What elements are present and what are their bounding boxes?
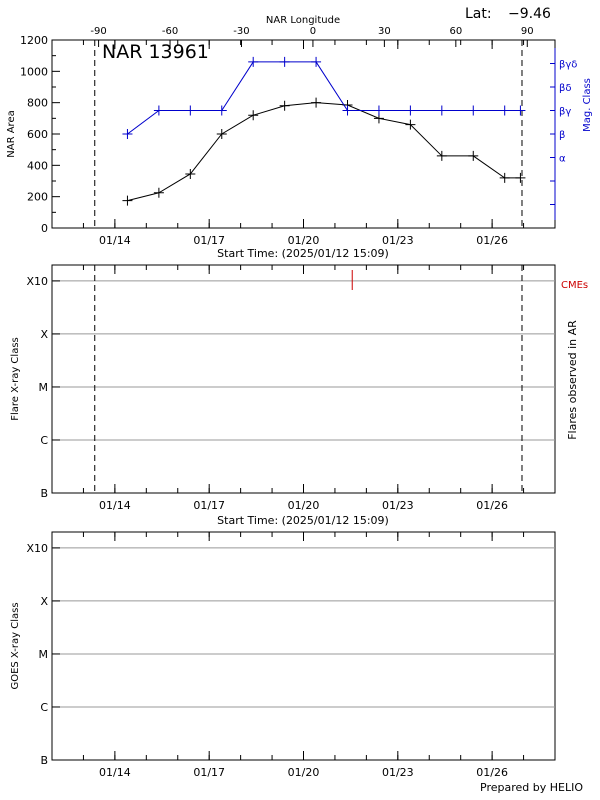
panel1-y-tick-label: 800 [27,97,48,110]
series-1-point [153,105,164,116]
panel1-y-tick-label: 200 [27,191,48,204]
series-1-line [127,61,521,135]
panel2-right-ylabel: Flares observed in AR [566,320,579,440]
panel3-class-label: X10 [26,542,48,555]
panel1-x-tick-label: 01/20 [288,234,320,247]
footer-credit: Prepared by HELIO [480,781,583,794]
series-1-point [468,105,479,116]
series-1-point [185,105,196,116]
lat-value: −9.46 [508,6,551,22]
panel3-class-label: M [39,648,49,661]
panel1-y-tick-label: 1200 [20,34,48,47]
panel1-mag-class-label: βδ [559,83,572,94]
series-1-point [216,105,227,116]
panel3-class-label: X [40,595,48,608]
series-0-point [515,172,526,183]
series-0-line [127,102,521,202]
series-0-point [279,100,290,111]
series-0-point [311,97,322,108]
panel1-title: NAR 13961 [102,41,209,63]
series-0-point [185,168,196,179]
series-1-point [311,56,322,67]
panel1-lon-tick-label: 60 [449,26,462,37]
panel1-lon-tick-label: -30 [233,26,249,37]
panel1-xlabel: Start Time: (2025/01/12 15:09) [217,247,389,260]
panel2-class-label: X [40,328,48,341]
panel2-x-tick-label: 01/23 [382,499,414,512]
panel1-lon-tick-label: 90 [521,26,534,37]
panel1-x-tick-label: 01/26 [476,234,508,247]
panel3-x-tick-label: 01/14 [99,766,131,779]
panel2-x-tick-label: 01/17 [193,499,225,512]
panel2-class-label: C [40,434,48,447]
panel2-xlabel: Start Time: (2025/01/12 15:09) [217,514,389,527]
panel1-x-tick-label: 01/23 [382,234,414,247]
panel1-x-tick-label: 01/14 [99,234,131,247]
panel2-ylabel: Flare X-ray Class [10,337,21,421]
series-1-point [373,105,384,116]
series-1-point [248,56,259,67]
series-0-point [468,150,479,161]
series-0-point [248,110,259,121]
panel1-y-tick-label: 1000 [20,65,48,78]
panel2-class-label: B [40,487,48,500]
panel1-lon-tick-label: -60 [162,26,178,37]
panel1-lon-tick-label: -90 [90,26,106,37]
panel3-frame [51,531,556,761]
panel2-x-tick-label: 01/14 [99,499,131,512]
panel3-x-tick-label: 01/17 [193,766,225,779]
panel1-y-tick-label: 600 [27,128,48,141]
series-1-point [405,105,416,116]
panel2-class-label: X10 [26,275,48,288]
series-1-point [342,105,353,116]
lat-label: Lat: [465,6,492,22]
series-0-point [436,150,447,161]
series-1-point [515,105,526,116]
panel3-x-tick-label: 01/20 [288,766,320,779]
panel1-mag-class-label: βγδ [559,60,577,71]
panel2-frame [51,264,556,494]
series-0-point [405,119,416,130]
series-0-point [153,187,164,198]
panel1-ylabel: NAR Area [6,110,17,157]
series-1-point [436,105,447,116]
panel1-x-tick-label: 01/17 [193,234,225,247]
panel1-mag-class-label: β [559,130,565,141]
panel3-x-tick-label: 01/26 [476,766,508,779]
panel1-right-ylabel: Mag. Class [582,78,593,132]
panel1-y-tick-label: 400 [27,159,48,172]
series-1-point [499,105,510,116]
series-0-point [499,172,510,183]
panel3-class-label: C [40,701,48,714]
panel1-lon-axis-label: NAR Longitude [266,15,340,26]
series-0-point [216,129,227,139]
panel1-mag-class-label: α [559,154,566,165]
panel3-ylabel: GOES X-ray Class [10,602,21,689]
series-1-point [122,129,133,139]
panel1-y-tick-label: 0 [41,222,48,235]
panel1-lon-tick-label: 0 [310,26,316,37]
panel2-x-tick-label: 01/20 [288,499,320,512]
panel2-class-label: M [39,381,49,394]
series-1-point [279,56,290,67]
panel1-mag-class-label: βγ [559,107,571,118]
panel1-lon-tick-label: 30 [378,26,391,37]
panel3-x-tick-label: 01/23 [382,766,414,779]
cme-label: CMEs [561,280,588,291]
series-0-point [122,195,133,206]
panel3-class-label: B [40,754,48,767]
panel2-x-tick-label: 01/26 [476,499,508,512]
